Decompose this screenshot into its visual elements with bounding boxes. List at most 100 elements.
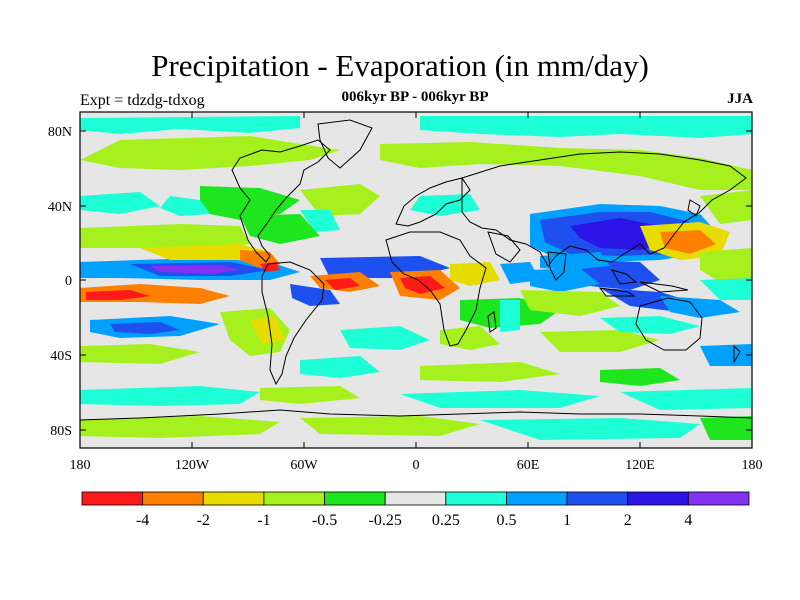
- colorbar-label: -0.25: [369, 512, 402, 529]
- field-contour-lightgreen: [300, 184, 380, 216]
- lat-tick-label: 40S: [50, 349, 72, 364]
- colorbar: -4 -2 -1 -0.5 -0.25 0.25 0.5 1 2 4: [81, 491, 750, 529]
- lon-tick-label: 180: [70, 458, 91, 473]
- coastline: [317, 119, 373, 169]
- field-contour-lightgreen: [80, 344, 200, 364]
- colorbar-label: 0.5: [496, 512, 516, 529]
- field-contour-skyblue: [700, 344, 752, 366]
- field-contour-cyan: [300, 210, 340, 232]
- colorbar-swatch: [384, 491, 447, 506]
- coastline: [610, 269, 638, 285]
- field-contour-cyan: [300, 356, 380, 378]
- field-contour-blue: [290, 284, 340, 306]
- lon-tick-label: 180: [742, 458, 763, 473]
- precip-evap-field: [80, 112, 752, 448]
- field-contour-cyan: [80, 192, 160, 214]
- latitude-axis: 80N 40N 0 40S 80S: [48, 125, 752, 439]
- field-contour-green: [240, 214, 320, 244]
- map-title: Precipitation - Evaporation (in mm/day): [151, 48, 649, 83]
- colorbar-swatch: [627, 491, 689, 506]
- coastline: [487, 231, 521, 263]
- coastlines: [80, 119, 752, 421]
- coastline: [261, 261, 325, 386]
- colorbar-swatch: [81, 491, 144, 506]
- field-contour-lightgreen: [80, 416, 280, 438]
- colorbar-label: -0.5: [312, 512, 337, 529]
- coastline: [395, 177, 471, 227]
- colorbar-label: -2: [197, 512, 210, 529]
- colorbar-swatch: [445, 491, 507, 506]
- season-label: JJA: [727, 91, 753, 107]
- field-contour-lightgreen: [700, 248, 752, 282]
- lat-tick-label: 80S: [50, 424, 72, 439]
- lon-tick-label: 60E: [517, 458, 540, 473]
- field-contour-lightgreen: [700, 190, 752, 224]
- coastline: [385, 231, 487, 347]
- colorbar-swatch: [324, 491, 386, 506]
- field-contour-yellow: [250, 316, 285, 344]
- coastline: [687, 199, 701, 217]
- coastline: [461, 151, 747, 267]
- field-contour-cyan: [400, 390, 600, 408]
- lat-tick-label: 80N: [48, 125, 72, 140]
- field-contour-red: [400, 276, 445, 294]
- field-contour-cyan: [700, 278, 752, 300]
- coastline: [487, 311, 497, 333]
- field-contour-lightgreen: [80, 136, 340, 170]
- field-contour-purple: [150, 265, 240, 274]
- field-contour-cyan: [80, 386, 260, 406]
- colorbar-label: 0.25: [432, 512, 460, 529]
- colorbar-label: -4: [136, 512, 149, 529]
- colorbar-swatch: [566, 491, 629, 506]
- field-contour-cyan: [600, 316, 700, 334]
- colorbar-label: -1: [257, 512, 270, 529]
- field-contour-skyblue: [540, 252, 610, 270]
- lon-tick-label: 120E: [625, 458, 655, 473]
- field-contour-green: [700, 416, 752, 440]
- field-contour-cyan: [160, 196, 210, 216]
- colorbar-label: 2: [624, 512, 632, 529]
- field-contour-cyan: [620, 388, 752, 410]
- field-contour-lightgreen: [440, 326, 500, 350]
- field-contour-cyan: [420, 116, 752, 138]
- field-contour-skyblue: [530, 268, 600, 292]
- colorbar-swatch: [202, 491, 265, 506]
- coastline: [635, 297, 703, 351]
- field-contour-lightgreen: [300, 416, 480, 436]
- colorbar-swatch: [506, 491, 568, 506]
- field-contour-lightgreen: [540, 330, 660, 352]
- field-contour-lightgreen: [420, 362, 560, 382]
- colorbar-swatch: [263, 491, 325, 506]
- field-contour-red: [86, 290, 150, 300]
- coastline: [639, 281, 689, 293]
- field-contour-skyblue: [500, 262, 540, 284]
- field-contour-orange: [660, 230, 716, 254]
- lon-tick-label: 120W: [175, 458, 210, 473]
- field-contour-skyblue: [660, 296, 740, 318]
- field-contour-yellow: [450, 262, 500, 286]
- lat-tick-label: 0: [65, 274, 72, 289]
- coastline: [80, 409, 752, 421]
- field-contour-lightgreen: [260, 386, 360, 404]
- field-contour-lightgreen: [520, 290, 620, 316]
- colorbar-label: 1: [563, 512, 571, 529]
- lon-tick-label: 0: [413, 458, 420, 473]
- coastline: [733, 344, 741, 364]
- experiment-label: Expt = tdzdg-tdxog: [80, 92, 205, 109]
- colorbar-swatch: [687, 491, 750, 506]
- coastline: [598, 287, 636, 297]
- field-contour-green: [600, 368, 680, 386]
- field-contour-cyan: [80, 116, 300, 134]
- lat-tick-label: 40N: [48, 200, 72, 215]
- field-contour-cyan: [480, 418, 700, 440]
- field-contour-red: [325, 278, 360, 290]
- colorbar-swatch: [142, 491, 204, 506]
- field-contour-cyan: [340, 326, 430, 350]
- longitude-axis: 180 120W 60W 0 60E 120E 180: [70, 112, 763, 473]
- lon-tick-label: 60W: [290, 458, 318, 473]
- coastline: [547, 251, 567, 281]
- map-subtitle: 006kyr BP - 006kyr BP: [341, 89, 489, 105]
- field-contour-blue: [110, 322, 180, 334]
- field-contour-yellow: [140, 244, 270, 260]
